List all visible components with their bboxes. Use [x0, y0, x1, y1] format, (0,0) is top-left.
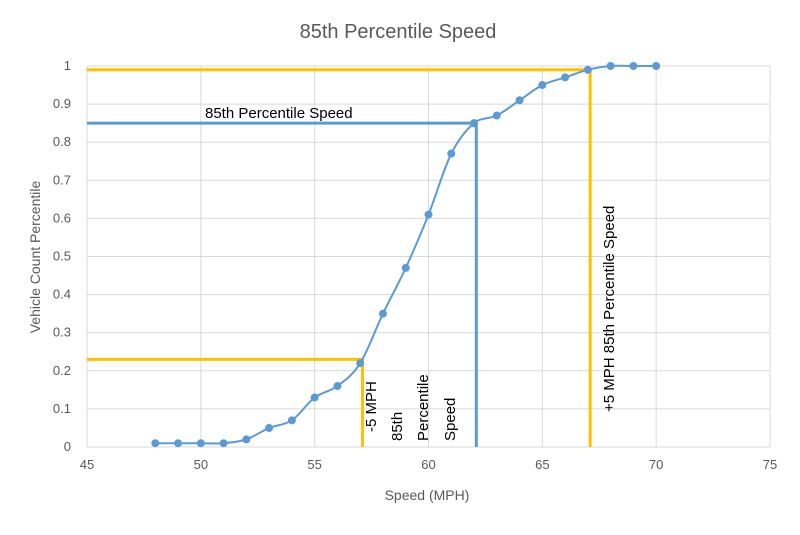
x-tick-label: 70	[649, 457, 663, 472]
y-tick-label: 0.4	[53, 287, 71, 302]
data-point	[629, 62, 638, 70]
x-tick-label: 75	[763, 457, 777, 472]
y-tick-label: 0.7	[53, 172, 71, 187]
annotations: 85th Percentile Speed -5 MPH 85th Percen…	[205, 105, 618, 441]
y-tick-label: 0	[64, 439, 71, 454]
gridlines	[86, 65, 771, 448]
data-point	[583, 65, 592, 74]
annotation-minus5-line3: Percentile	[415, 374, 432, 441]
data-point	[196, 439, 205, 448]
data-series	[151, 62, 661, 448]
annotation-minus5-line4: Speed	[442, 398, 459, 441]
x-tick-label: 65	[535, 457, 549, 472]
tick-labels: 0 0.1 0.2 0.3 0.4 0.5 0.6 0.7 0.8 0.9 1 45 50 55 60 65 7…	[53, 58, 777, 472]
x-axis-label: Speed (MPH)	[385, 487, 470, 503]
x-tick-label: 55	[307, 457, 321, 472]
data-point	[424, 210, 433, 219]
annotation-plus5: +5 MPH 85th Percentile Speed	[601, 206, 618, 412]
data-point	[378, 309, 387, 318]
y-tick-label: 0.5	[53, 249, 71, 264]
data-point	[356, 359, 365, 368]
annotation-minus5-line1: -5 MPH	[363, 381, 380, 432]
reference-lines	[87, 68, 592, 447]
y-tick-label: 0.9	[53, 96, 71, 111]
data-point	[265, 423, 274, 432]
y-tick-label: 0.3	[53, 325, 71, 340]
data-point	[492, 111, 501, 120]
data-point	[219, 439, 228, 448]
chart-title: 85th Percentile Speed	[300, 21, 497, 43]
data-point	[652, 62, 661, 70]
y-axis-label: Vehicle Count Percentile	[27, 181, 43, 334]
data-point	[606, 62, 615, 70]
data-point	[174, 439, 183, 448]
data-point	[447, 149, 456, 158]
y-tick-label: 0.2	[53, 363, 71, 378]
data-point	[333, 382, 342, 391]
data-point	[242, 435, 251, 444]
annotation-minus5-line2: 85th	[389, 412, 406, 441]
y-tick-label: 1	[64, 58, 71, 73]
x-tick-label: 60	[421, 457, 435, 472]
data-point	[515, 96, 524, 105]
data-point	[561, 73, 570, 82]
x-tick-label: 45	[80, 457, 94, 472]
data-point	[538, 81, 547, 90]
x-tick-label: 50	[194, 457, 208, 472]
y-tick-label: 0.6	[53, 210, 71, 225]
data-point	[151, 439, 160, 448]
annotation-p85: 85th Percentile Speed	[205, 105, 353, 122]
y-tick-label: 0.8	[53, 134, 71, 149]
data-point	[310, 393, 319, 402]
data-point	[401, 263, 410, 272]
y-tick-label: 0.1	[53, 401, 71, 416]
data-point	[470, 119, 479, 128]
data-point	[287, 416, 296, 425]
